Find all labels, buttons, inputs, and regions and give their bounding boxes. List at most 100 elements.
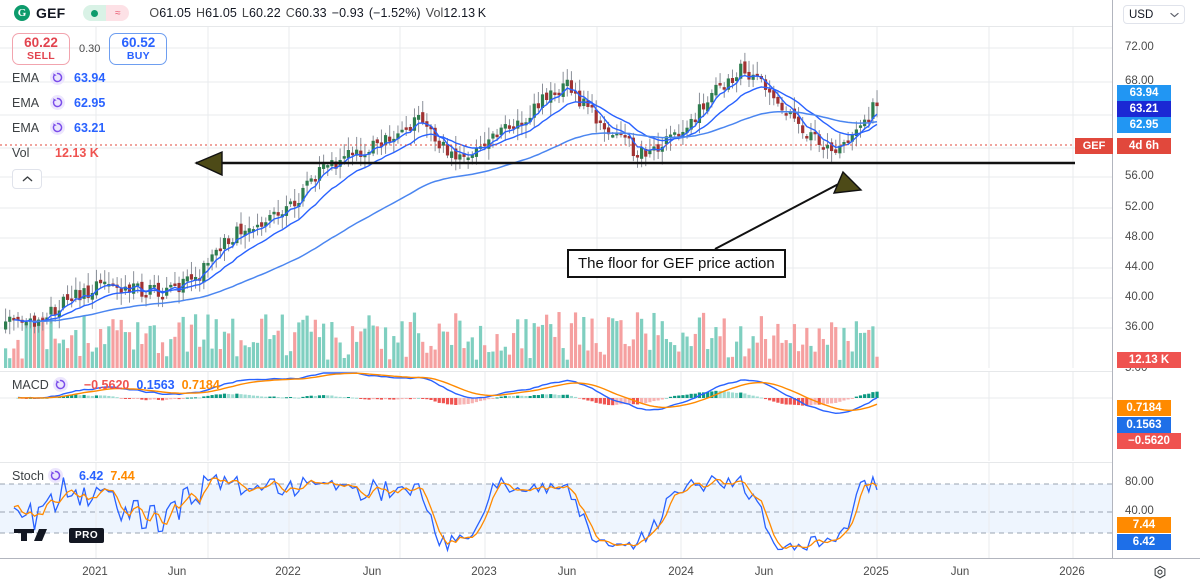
macd-line	[17, 372, 878, 415]
tradingview-logo[interactable]: PRO	[12, 527, 105, 543]
price-axis-badge: 63.94	[1117, 85, 1171, 101]
time-tick-label: 2023	[471, 566, 497, 578]
legend-item-ema-2[interactable]: EMA 62.95	[12, 90, 167, 115]
legend-item-ema-1[interactable]: EMA 63.94	[12, 65, 167, 90]
time-tick-label: 2025	[863, 566, 889, 578]
currency-label: USD	[1129, 8, 1154, 21]
buy-button[interactable]: 60.52 BUY	[109, 33, 168, 65]
macd-pane[interactable]	[0, 371, 1112, 461]
chevron-up-icon	[22, 176, 32, 182]
stoch-value-1: 6.42	[78, 468, 104, 483]
time-tick-label: 2024	[668, 566, 694, 578]
ohlc-readout: O61.05 H61.05 L60.22 C60.33 −0.93 (−1.52%) Vol…	[149, 6, 486, 20]
ohlc-open-label: O	[149, 6, 160, 20]
ohlc-close-label: C	[285, 6, 295, 20]
gear-icon	[1154, 565, 1166, 579]
candlesticks	[4, 52, 879, 335]
refresh-icon[interactable]	[52, 377, 68, 392]
refresh-icon[interactable]	[47, 468, 63, 483]
macd-label: MACD	[12, 377, 49, 392]
legend-item-volume[interactable]: Vol 12.13 K	[12, 140, 167, 165]
stoch-pane[interactable]	[0, 462, 1112, 559]
macd-legend[interactable]: MACD −0.5620 0.1563 0.7184	[12, 377, 220, 392]
sell-label: SELL	[26, 49, 56, 62]
stoch-band	[0, 484, 1112, 533]
ema-1-value: 63.94	[74, 70, 106, 85]
time-tick-label: Jun	[557, 566, 577, 578]
session-dot-icon[interactable]	[83, 5, 107, 21]
refresh-icon[interactable]	[50, 95, 65, 110]
price-axis-badge: 62.95	[1117, 117, 1171, 133]
price-axis-badge: 63.21	[1117, 101, 1171, 117]
price-tick-label: 80.00	[1125, 476, 1154, 488]
price-grid	[0, 27, 1112, 368]
price-axis[interactable]: USD 72.0068.0064.0060.0056.0052.0048.004…	[1075, 0, 1200, 558]
ohlc-close-value: 60.33	[294, 6, 327, 20]
stoch-chart-svg	[0, 463, 1112, 559]
chart-legend: 60.22 SELL 0.30 60.52 BUY EMA 63.94 EMA …	[12, 33, 168, 189]
time-tick-label: 2026	[1059, 566, 1085, 578]
sell-button[interactable]: 60.22 SELL	[12, 33, 70, 65]
collapse-pane-button[interactable]	[12, 169, 42, 189]
chart-header: G GEF ≈ O61.05 H61.05 L60.22 C60.33 −0.93 (−1…	[0, 0, 1200, 27]
stoch-legend[interactable]: Stoch 6.42 7.44	[12, 468, 135, 483]
price-tick-label: 44.00	[1125, 261, 1154, 273]
annotation-textbox[interactable]: The floor for GEF price action	[567, 249, 786, 278]
price-tick-label: 40.00	[1125, 291, 1154, 303]
volume-bars	[4, 312, 879, 368]
ohlc-low-label: L	[241, 6, 249, 20]
price-axis-badge: 0.7184	[1117, 400, 1171, 416]
time-tick-label: Jun	[167, 566, 187, 578]
ohlc-volume-value: 12.13 K	[443, 6, 487, 20]
stoch-label: Stoch	[12, 468, 44, 483]
price-tick-label: 40.00	[1125, 505, 1154, 517]
refresh-icon[interactable]	[50, 120, 65, 135]
ohlc-low-value: 60.22	[248, 6, 281, 20]
ohlc-volume-label: Vol	[425, 6, 444, 20]
ema-3-label: EMA	[12, 120, 40, 135]
buy-price: 60.52	[121, 35, 156, 51]
spread-value: 0.30	[79, 43, 101, 55]
price-axis-badge: 4d 6h	[1117, 138, 1171, 154]
ticker-symbol[interactable]: GEF	[36, 5, 66, 21]
ema-slow-line	[30, 110, 878, 323]
macd-signal-line	[18, 372, 878, 411]
volume-label: Vol	[12, 145, 30, 160]
legend-item-ema-3[interactable]: EMA 63.21	[12, 115, 167, 140]
stoch-d-line	[13, 477, 878, 549]
price-tick-label: 72.00	[1125, 41, 1154, 53]
currency-selector[interactable]: USD	[1123, 5, 1185, 24]
ohlc-open-value: 61.05	[159, 6, 191, 20]
chart-settings-button[interactable]	[1150, 563, 1170, 583]
time-axis[interactable]: 2021 Jun 2022 Jun 2023 Jun 2024 Jun 2025 Jun 2026	[0, 558, 1200, 587]
macd-value-3: 0.7184	[181, 377, 220, 392]
macd-value-2: 0.1563	[136, 377, 175, 392]
price-tick-label: 48.00	[1125, 231, 1154, 243]
price-axis-badge: −0.5620	[1117, 433, 1181, 449]
price-axis-badge: 0.1563	[1117, 417, 1171, 433]
price-axis-badge: 6.42	[1117, 534, 1171, 550]
ohlc-change: −0.93	[331, 6, 364, 20]
stoch-value-2: 7.44	[110, 468, 135, 483]
refresh-icon[interactable]	[50, 70, 65, 85]
volume-value: 12.13 K	[55, 145, 99, 160]
chevron-down-icon	[1170, 9, 1179, 21]
macd-chart-svg	[0, 372, 1112, 461]
adjustment-wave-icon[interactable]: ≈	[106, 5, 130, 21]
stoch-k-line	[13, 473, 878, 553]
tradingview-mark-icon	[14, 529, 47, 541]
price-tick-label: 52.00	[1125, 201, 1154, 213]
price-axis-badge: 7.44	[1117, 517, 1171, 533]
annotation-leader-line	[714, 178, 849, 250]
buy-label: BUY	[126, 49, 150, 62]
price-tick-label: 68.00	[1125, 75, 1154, 87]
time-tick-label: 2022	[275, 566, 301, 578]
ema-2-value: 62.95	[74, 95, 106, 110]
ticker-logo-icon: G	[14, 5, 30, 21]
ema-mid-line	[22, 86, 878, 323]
price-pane[interactable]	[0, 27, 1112, 368]
chart-type-toggle[interactable]: ≈	[83, 5, 130, 21]
price-tick-label: 56.00	[1125, 170, 1154, 182]
support-arrow-right-icon	[832, 170, 863, 194]
